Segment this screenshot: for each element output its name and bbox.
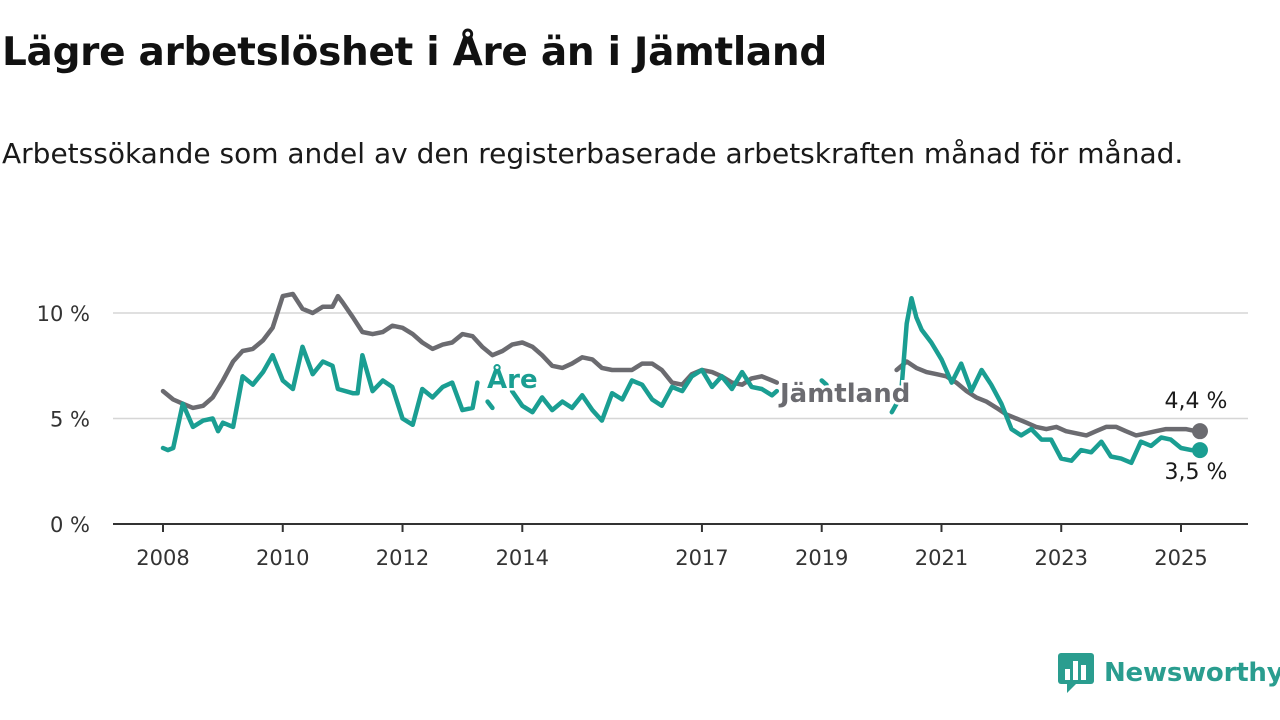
y-tick-label: 0 % (50, 513, 90, 537)
series-label: Jämtland (778, 379, 910, 409)
bar-chart-icon (1058, 653, 1094, 693)
x-tick-label: 2014 (496, 546, 549, 570)
brand-name: Newsworthy (1104, 658, 1280, 688)
x-tick-label: 2021 (915, 546, 968, 570)
end-value-label: 3,5 % (1165, 460, 1228, 485)
x-tick-label: 2023 (1035, 546, 1088, 570)
x-tick-label: 2010 (256, 546, 309, 570)
x-tick-label: 2008 (136, 546, 189, 570)
series-line-are (160, 295, 1199, 466)
series-line-jamtland (160, 291, 1199, 438)
y-tick-label: 5 % (50, 408, 90, 432)
x-tick-label: 2019 (795, 546, 848, 570)
end-value-label: 4,4 % (1165, 389, 1228, 414)
newsworthy-logo[interactable]: Newsworthy (1058, 653, 1280, 693)
chart-title: Lägre arbetslöshet i Åre än i Jämtland (2, 30, 828, 75)
x-tick-label: 2017 (675, 546, 728, 570)
x-tick-label: 2012 (376, 546, 429, 570)
y-tick-label: 10 % (37, 302, 90, 326)
x-tick-label: 2025 (1154, 546, 1207, 570)
series-endpoint (1191, 423, 1208, 440)
series-label: Åre (487, 363, 538, 395)
chart-subtitle: Arbetssökande som andel av den registerb… (2, 137, 1184, 170)
series-endpoint (1191, 442, 1208, 459)
